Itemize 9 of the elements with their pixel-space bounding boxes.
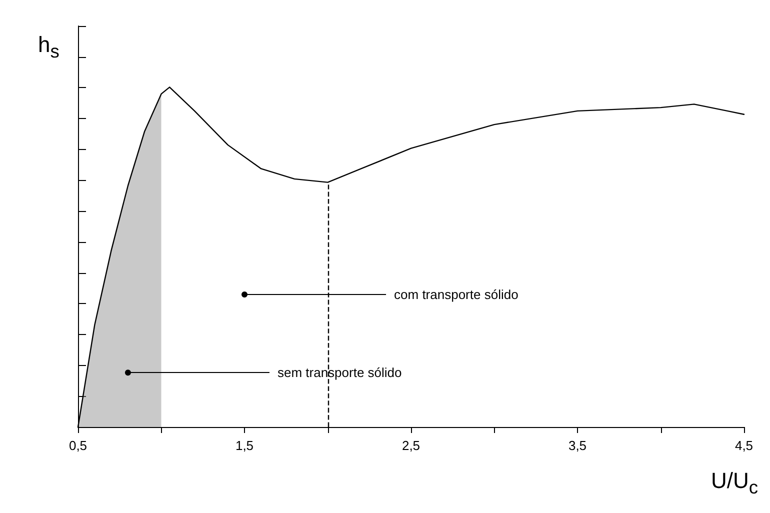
x-axis-title: U/U$_{c}$ xyxy=(710,468,758,498)
y-axis-title: h$_{s}$ xyxy=(38,32,60,62)
x-tick-label: 4,5 xyxy=(734,438,754,453)
annotation: com transporte sólido xyxy=(394,286,518,302)
x-tick-label: 3,5 xyxy=(568,438,587,453)
annotation: sem transporte sólido xyxy=(277,365,402,380)
x-tick-label: 2,5 xyxy=(402,438,420,453)
x-tick-label: 0,5 xyxy=(68,438,88,453)
x-tick-label: 1,5 xyxy=(235,438,254,453)
